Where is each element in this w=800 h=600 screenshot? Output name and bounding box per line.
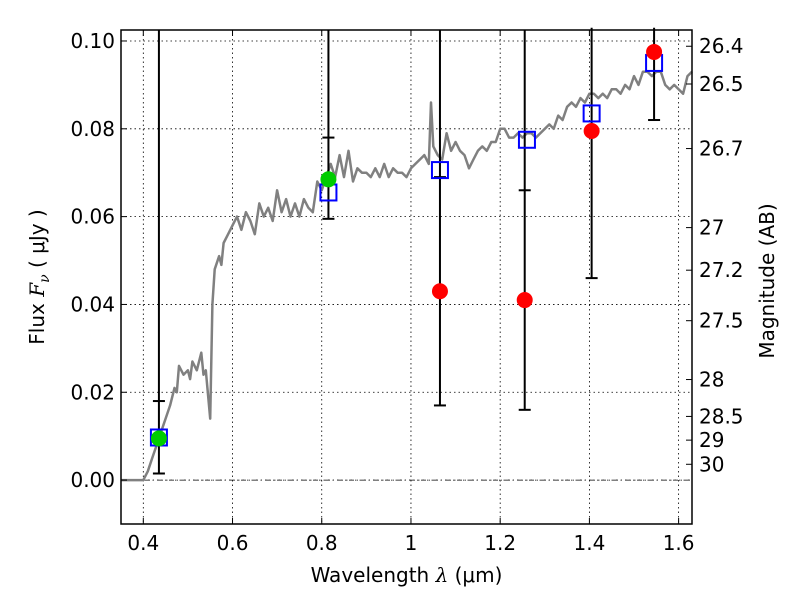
model-flux-square [430,161,449,180]
x-tick-label: 1.4 [573,531,605,555]
y-tick-label: 0.04 [70,292,115,316]
y-tick-label: 0.10 [70,29,115,53]
observed-flux-point [150,430,167,447]
magnitude-tick-label: 27.2 [699,258,744,282]
observed-flux-point [431,283,448,300]
y-tick-label: 0.02 [70,380,115,404]
grid [121,30,692,524]
y-tick-label: 0.08 [70,117,115,141]
magnitude-tick-label: 28 [699,368,724,392]
error-bar [585,27,598,280]
magnitude-tick-label: 26.7 [699,137,744,161]
model-spectrum-line [121,70,693,482]
magnitude-tick-label: 27 [699,216,724,240]
plot-frame [120,29,693,525]
error-bar [433,30,446,407]
x-axis-label: Wavelength λ (μm) [311,563,503,587]
x-tick-label: 0.4 [127,531,159,555]
observed-flux-point [320,171,337,188]
magnitude-tick-label: 29 [699,428,724,452]
magnitude-tick-label: 30 [699,452,724,476]
x-tick-label: 1.2 [484,531,516,555]
x-tick-label: 1 [405,531,418,555]
observed-flux-point [583,122,600,139]
y-axis-label: Flux Fν ( μJy ) [25,209,53,344]
magnitude-tick-label: 28.5 [699,404,744,428]
magnitude-tick-label: 27.5 [699,309,744,333]
x-tick-label: 0.8 [306,531,338,555]
error-bar [518,30,531,411]
error-bar [152,30,165,475]
error-bar [648,27,661,122]
x-tick-label: 1.6 [663,531,695,555]
magnitude-tick-label: 26.4 [699,34,744,58]
axis-ticks: 0.4 0.6 0.8 1 1.2 1.4 1.6 0.00 0.02 0.04 0.06 0.08 0… [70,29,743,555]
model-flux-square [517,130,536,149]
x-tick-label: 0.6 [217,531,249,555]
error-bar [322,30,335,220]
plot-data [121,27,693,482]
observed-flux-point [646,43,663,60]
observed-flux-point [516,292,533,309]
y-tick-label: 0.00 [70,468,115,492]
magnitude-axis-label: Magnitude (AB) [755,203,779,358]
model-flux-square [582,104,601,123]
magnitude-tick-label: 26.5 [699,72,744,96]
y-tick-label: 0.06 [70,205,115,229]
